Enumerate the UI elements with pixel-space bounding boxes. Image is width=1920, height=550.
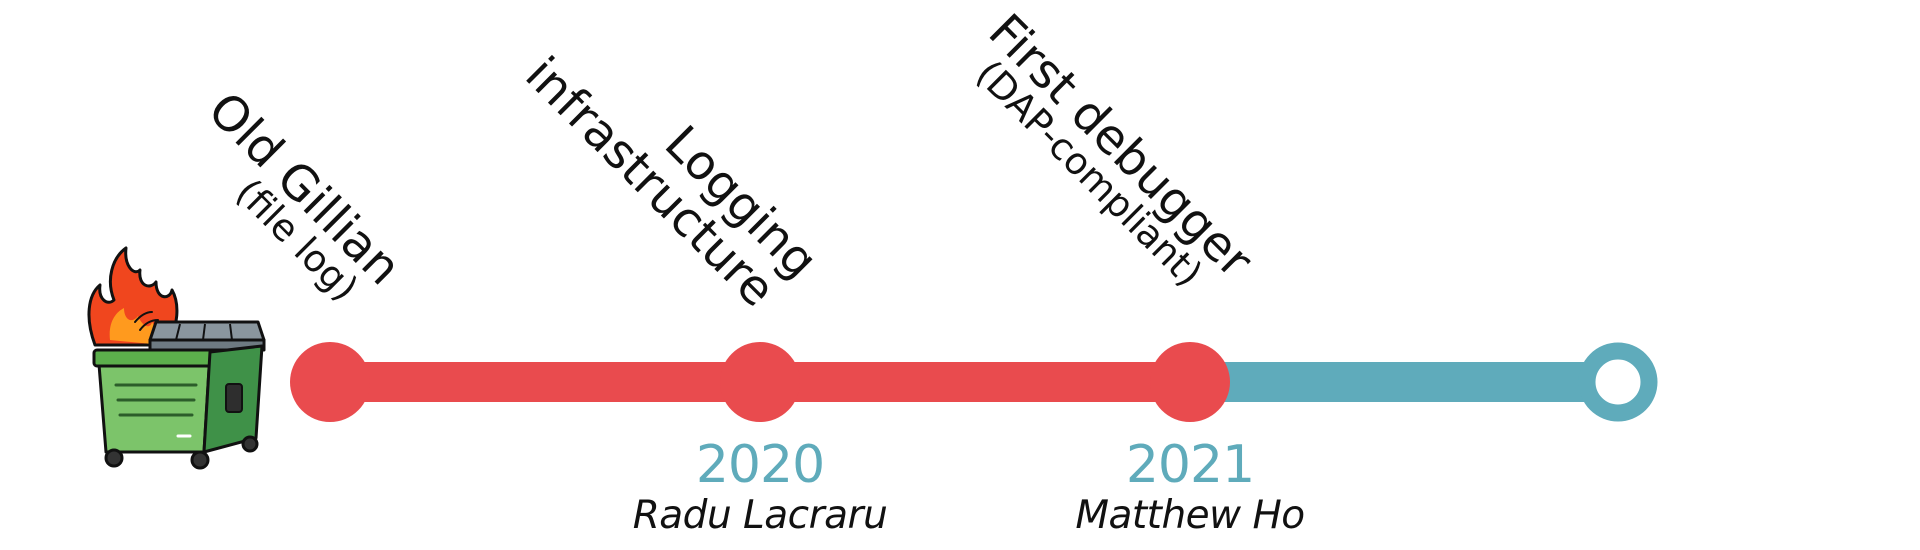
milestone-title: First debugger <box>978 3 1263 288</box>
year-label-2020: 2020 <box>696 435 824 495</box>
milestone-label-first-debugger: First debugger (DAP-compliant) <box>968 3 1263 295</box>
track-segment-future <box>1190 362 1618 402</box>
milestone-label-old-gillian: Old Gillian (file log) <box>197 82 411 310</box>
station-logging-infrastructure <box>720 342 800 422</box>
year-label-2021: 2021 <box>1126 435 1254 495</box>
milestone-label-logging-infrastructure: Logging infrastructure <box>514 46 828 317</box>
author-label-2020: Radu Lacraru <box>633 493 888 538</box>
station-future <box>1578 342 1658 422</box>
author-label-2021: Matthew Ho <box>1075 493 1304 538</box>
burning-dumpster-icon <box>87 246 266 470</box>
station-first-debugger <box>1150 342 1230 422</box>
flame-icon <box>87 246 179 347</box>
station-old-gillian <box>290 342 370 422</box>
